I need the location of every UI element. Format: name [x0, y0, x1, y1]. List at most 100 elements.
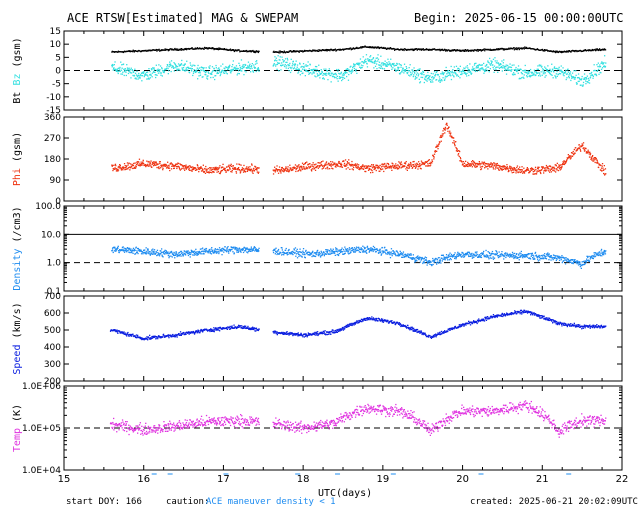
- data-point: [580, 79, 582, 81]
- data-point: [443, 258, 445, 260]
- data-point: [111, 250, 113, 252]
- data-point: [305, 69, 307, 71]
- data-point: [601, 163, 604, 165]
- data-point: [176, 49, 178, 51]
- data-point: [386, 62, 388, 64]
- data-point: [567, 50, 569, 52]
- data-point: [205, 170, 207, 172]
- data-point: [409, 75, 411, 77]
- data-point: [566, 51, 568, 53]
- data-point: [547, 167, 549, 170]
- data-point: [312, 166, 315, 168]
- data-point: [147, 252, 150, 254]
- data-point: [512, 256, 514, 258]
- data-point: [242, 171, 245, 173]
- data-point: [317, 249, 319, 252]
- data-point: [595, 158, 597, 160]
- data-point: [426, 165, 428, 167]
- data-point: [439, 259, 442, 261]
- data-point: [300, 255, 302, 257]
- data-point: [175, 163, 177, 165]
- data-point: [358, 167, 360, 169]
- data-point: [142, 159, 144, 161]
- data-point: [523, 171, 525, 173]
- data-point: [115, 69, 117, 72]
- data-point: [250, 66, 252, 68]
- data-point: [345, 165, 347, 167]
- data-point: [430, 264, 432, 266]
- data-point: [380, 55, 382, 57]
- data-point: [120, 169, 123, 171]
- data-point: [496, 167, 498, 169]
- data-point: [392, 167, 395, 169]
- data-point: [404, 255, 406, 257]
- data-point: [298, 51, 300, 53]
- data-point: [139, 77, 141, 79]
- data-point: [193, 71, 195, 73]
- data-point: [165, 252, 167, 254]
- data-point: [503, 258, 505, 260]
- data-point: [278, 169, 280, 171]
- data-point: [413, 67, 415, 69]
- data-point: [249, 68, 251, 70]
- data-point: [258, 70, 260, 72]
- data-point: [242, 64, 244, 66]
- data-point: [476, 253, 478, 256]
- data-point: [195, 248, 197, 250]
- data-point: [544, 49, 546, 51]
- data-point: [567, 71, 569, 73]
- data-point: [277, 62, 280, 64]
- data-point: [556, 162, 558, 164]
- data-point: [282, 251, 284, 253]
- data-point: [252, 248, 254, 250]
- data-point: [463, 49, 465, 51]
- data-point: [431, 49, 433, 51]
- data-point: [604, 55, 606, 57]
- data-point: [415, 256, 418, 259]
- data-point: [398, 166, 400, 169]
- data-point: [434, 259, 436, 261]
- data-point: [398, 254, 401, 257]
- data-point: [218, 167, 220, 170]
- data-point: [483, 72, 485, 74]
- data-point: [502, 166, 504, 168]
- data-point: [129, 50, 131, 52]
- data-point: [274, 169, 276, 171]
- data-point: [190, 166, 192, 168]
- data-point: [424, 162, 426, 164]
- data-point: [205, 248, 208, 250]
- data-point: [296, 66, 298, 68]
- data-point: [449, 135, 451, 137]
- data-point: [181, 48, 183, 50]
- data-point: [407, 253, 409, 255]
- data-point: [208, 66, 210, 68]
- data-point: [168, 63, 171, 66]
- data-point: [227, 165, 229, 167]
- data-point: [407, 167, 409, 169]
- data-point: [229, 48, 232, 50]
- data-point: [387, 167, 389, 169]
- data-point: [376, 57, 378, 59]
- data-point: [131, 165, 133, 168]
- y-tick-label-field: -10: [46, 93, 61, 103]
- data-point: [174, 63, 176, 65]
- data-point: [354, 164, 356, 166]
- data-point: [414, 167, 417, 169]
- data-point: [280, 69, 282, 71]
- data-point: [469, 49, 472, 51]
- data-point: [385, 253, 387, 255]
- data-point: [393, 65, 395, 67]
- data-point: [339, 249, 341, 251]
- data-point: [385, 167, 388, 169]
- data-point: [546, 167, 549, 169]
- data-point: [125, 71, 127, 73]
- data-point: [230, 170, 232, 173]
- data-point: [166, 164, 168, 167]
- data-point: [393, 253, 395, 255]
- data-point: [125, 167, 127, 169]
- data-point: [587, 50, 590, 52]
- data-point: [369, 60, 371, 63]
- data-point: [153, 253, 155, 255]
- data-point: [152, 165, 155, 167]
- data-point: [356, 249, 359, 251]
